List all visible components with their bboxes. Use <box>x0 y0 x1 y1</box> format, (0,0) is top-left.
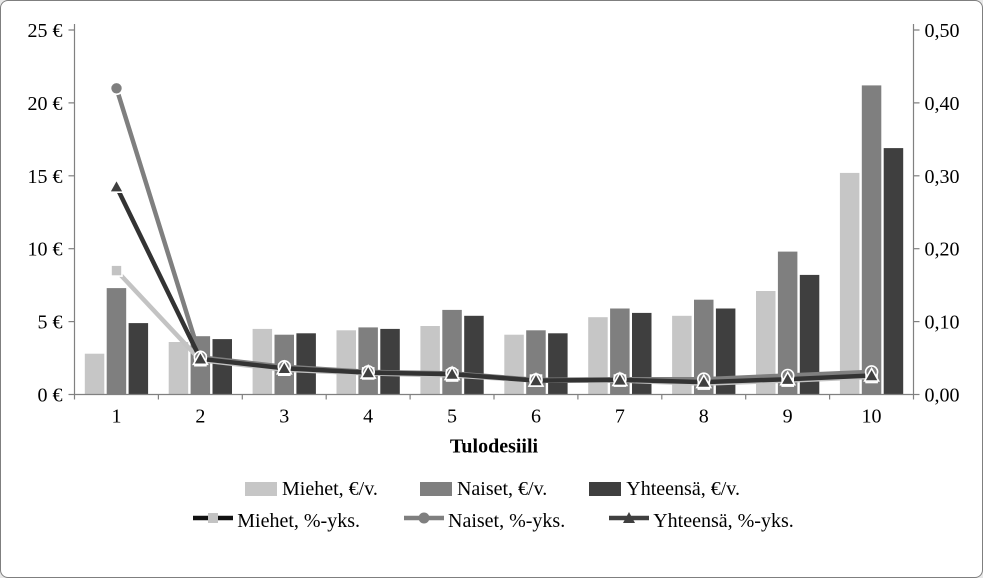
square-marker <box>110 264 123 277</box>
bar-2-decile-1 <box>128 323 149 395</box>
triangle-marker <box>443 365 461 381</box>
left-axis-tick-label: 25 € <box>28 20 63 42</box>
legend-item-naiset-bars: Naiset, €/v. <box>419 478 548 500</box>
axis-labels: 0 € 5 € 10 € 15 € 20 € 25 € 0,00 0,10 0,20 0,30 0,… <box>28 20 960 458</box>
triangle-marker <box>863 366 880 382</box>
x-axis-tick-label: 1 <box>111 406 121 428</box>
legend-line-graphic <box>404 512 445 524</box>
triangle-marker <box>275 359 293 375</box>
bar-0-decile-7 <box>588 317 608 395</box>
legend-item-naiset-line: Naiset, %-yks. <box>402 510 565 531</box>
bar-1-decile-1 <box>106 288 127 395</box>
bar-groups <box>84 85 904 395</box>
left-axis-tick-label: 20 € <box>28 93 63 115</box>
legend-label: Miehet, €/v. <box>282 478 378 500</box>
naiset-line-swatch-icon <box>402 510 446 531</box>
x-axis-tick-label: 3 <box>279 406 289 428</box>
markers-2 <box>108 178 880 389</box>
bar-1-decile-4 <box>358 327 378 395</box>
x-axis-tick-label: 2 <box>195 406 205 428</box>
yhteensa-line-swatch-icon <box>607 510 651 531</box>
right-axis-tick-label: 0,50 <box>925 20 960 42</box>
right-axis-tick-label: 0,40 <box>925 93 960 115</box>
left-axis-tick-label: 0 € <box>38 385 63 407</box>
bar-2-decile-8 <box>715 308 736 395</box>
legend-label: Naiset, %-yks. <box>448 509 566 532</box>
bar-2-decile-2 <box>212 339 232 395</box>
legend-row-lines: Miehet, %-yks. Naiset, %-yks. Yhteensä, … <box>191 510 794 531</box>
bar-2-decile-3 <box>296 333 316 395</box>
legend-line-graphic <box>609 512 650 523</box>
triangle-marker <box>359 363 377 379</box>
left-axis-tick-label: 15 € <box>28 166 63 188</box>
legend-label: Naiset, €/v. <box>456 478 548 500</box>
bar-0-decile-5 <box>420 326 440 395</box>
bar-1-decile-8 <box>694 299 714 395</box>
right-axis-tick-label: 0,10 <box>925 312 960 334</box>
chart-legend: Miehet, €/v. Naiset, €/v. Yhteensä, €/v.… <box>1 479 982 531</box>
legend-item-miehet-bars: Miehet, €/v. <box>245 479 378 499</box>
bar-0-decile-9 <box>756 291 776 395</box>
bar-0-decile-10 <box>839 172 860 395</box>
axes <box>68 24 920 400</box>
left-axis-tick-label: 10 € <box>28 239 63 261</box>
bar-2-decile-10 <box>883 148 904 395</box>
x-axis-tick-label: 7 <box>615 406 625 428</box>
miehet-bar-swatch-icon <box>245 482 278 496</box>
right-axis-tick-label: 0,30 <box>925 166 960 188</box>
x-axis-title: Tulodesiili <box>450 436 539 458</box>
right-axis-tick-label: 0,00 <box>925 385 960 407</box>
legend-label: Yhteensä, €/v. <box>626 478 740 500</box>
x-axis-tick-label: 4 <box>363 406 373 428</box>
bar-0-decile-3 <box>252 328 273 395</box>
bar-1-decile-9 <box>777 251 798 395</box>
bar-0-decile-8 <box>672 315 692 395</box>
legend-line-graphic <box>193 513 234 523</box>
triangle-marker <box>108 178 125 193</box>
legend-label: Miehet, %-yks. <box>237 509 361 532</box>
line-series <box>108 81 880 390</box>
triangle-marker <box>527 371 545 387</box>
x-axis-tick-label: 10 <box>862 406 882 428</box>
bar-0-decile-6 <box>504 334 524 395</box>
triangle-marker <box>779 370 797 386</box>
legend-row-bars: Miehet, €/v. Naiset, €/v. Yhteensä, €/v. <box>245 479 740 499</box>
triangle-marker <box>192 350 209 366</box>
bar-2-decile-5 <box>464 315 484 395</box>
x-axis-tick-label: 6 <box>531 406 541 428</box>
bar-2-decile-9 <box>799 274 820 395</box>
bar-2-decile-7 <box>632 312 652 395</box>
legend-item-miehet-line: Miehet, %-yks. <box>191 510 360 531</box>
income-decile-chart: 0 € 5 € 10 € 15 € 20 € 25 € 0,00 0,10 0,20 0,30 0,… <box>28 20 960 458</box>
bar-1-decile-5 <box>442 309 462 395</box>
x-axis-tick-label: 9 <box>783 406 793 428</box>
legend-item-yhteensa-line: Yhteensä, %-yks. <box>607 510 794 531</box>
x-axis-tick-label: 8 <box>699 406 709 428</box>
yhteensa-bar-swatch-icon <box>589 482 622 496</box>
legend-label: Yhteensä, %-yks. <box>653 509 794 532</box>
left-axis-tick-label: 5 € <box>38 312 63 334</box>
bar-0-decile-2 <box>168 342 189 395</box>
bar-0-decile-1 <box>84 353 105 395</box>
x-axis-tick-label: 5 <box>447 406 457 428</box>
bar-2-decile-6 <box>548 333 568 395</box>
bar-0-decile-4 <box>336 330 356 395</box>
bar-1-decile-10 <box>861 85 882 395</box>
bar-1-decile-7 <box>610 308 630 395</box>
bar-2-decile-4 <box>380 328 400 395</box>
circle-marker <box>109 81 124 96</box>
naiset-bar-swatch-icon <box>419 482 452 496</box>
triangle-marker <box>695 373 713 389</box>
right-axis-tick-label: 0,20 <box>925 239 960 261</box>
line-2 <box>114 184 874 385</box>
triangle-marker <box>611 371 629 387</box>
miehet-line-swatch-icon <box>191 510 235 531</box>
legend-item-yhteensa-bars: Yhteensä, €/v. <box>589 479 740 499</box>
